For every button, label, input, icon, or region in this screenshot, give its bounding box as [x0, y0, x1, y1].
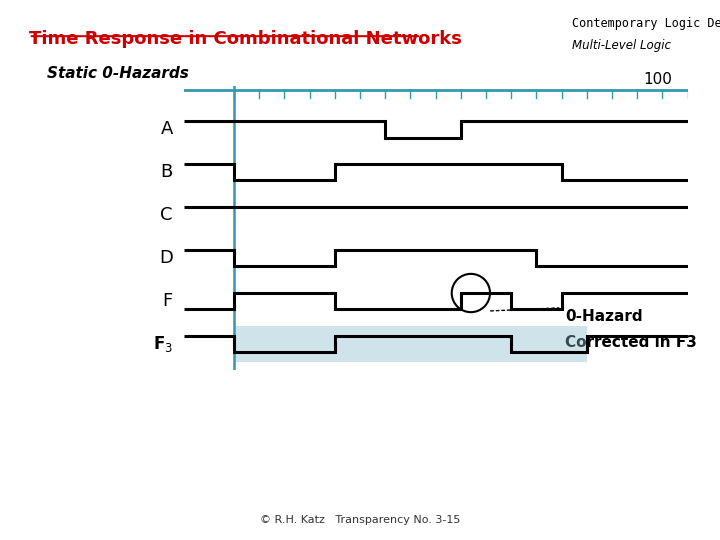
Text: © R.H. Katz   Transparency No. 3-15: © R.H. Katz Transparency No. 3-15 — [260, 515, 460, 525]
Text: B: B — [161, 163, 173, 181]
Text: 0-Hazard: 0-Hazard — [565, 309, 643, 325]
Text: Static 0-Hazards: Static 0-Hazards — [47, 66, 189, 81]
Text: F: F — [163, 292, 173, 310]
Text: Corrected in F3: Corrected in F3 — [565, 335, 697, 350]
Text: 100: 100 — [644, 72, 672, 87]
Text: Multi-Level Logic: Multi-Level Logic — [572, 39, 671, 52]
Text: A: A — [161, 120, 173, 138]
Text: Time Response in Combinational Networks: Time Response in Combinational Networks — [29, 30, 462, 48]
Text: C: C — [161, 206, 173, 224]
Bar — [234, 326, 587, 362]
Text: F$_3$: F$_3$ — [153, 334, 173, 354]
Text: D: D — [159, 249, 173, 267]
Text: Contemporary Logic Design: Contemporary Logic Design — [572, 17, 720, 30]
